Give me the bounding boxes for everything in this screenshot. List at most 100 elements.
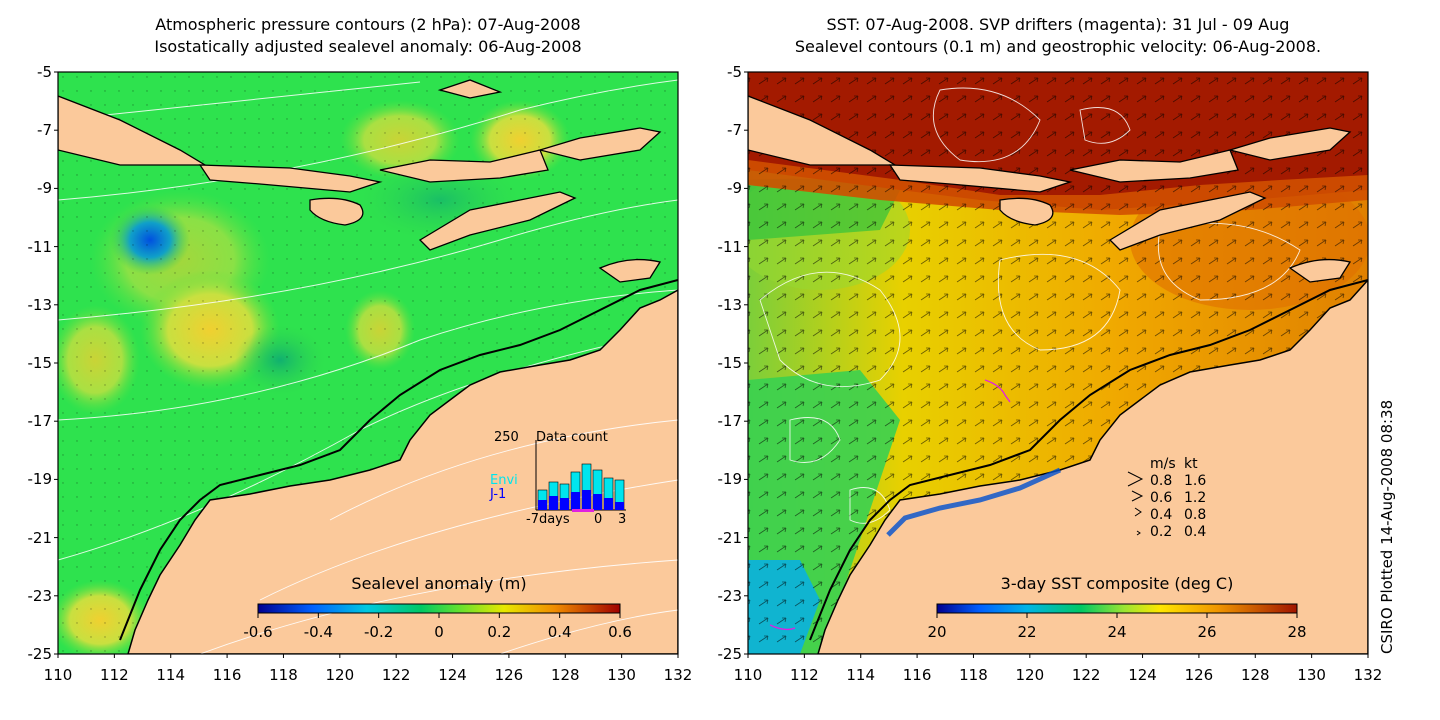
lon-tick-label: 126 <box>494 666 524 684</box>
inset-j1-bar <box>615 502 624 510</box>
lon-tick-label: 126 <box>1184 666 1214 684</box>
lon-tick-label: 110 <box>43 666 73 684</box>
colorbar-tick-label: 0.6 <box>608 623 632 641</box>
lon-tick-label: 132 <box>663 666 693 684</box>
lon-tick-label: 118 <box>269 666 298 684</box>
legend-ms-value: 0.4 <box>1150 507 1173 523</box>
lat-tick-label: -21 <box>27 528 53 547</box>
lon-tick-label: 120 <box>325 666 355 684</box>
legend-ms-value: 0.2 <box>1150 524 1173 540</box>
left-colorbar <box>257 603 621 614</box>
lon-tick-label: 118 <box>959 666 988 684</box>
inset-j1-bar <box>593 494 602 510</box>
velocity-legend-row: 0.8 1.6 <box>1150 473 1206 490</box>
lat-tick-label: -21 <box>717 528 743 547</box>
inset-j1-bar <box>582 490 591 510</box>
right-map-title: SST: 07-Aug-2008. SVP drifters (magenta)… <box>748 14 1368 58</box>
colorbar-tick-label: 0.2 <box>487 623 512 641</box>
lat-tick-label: -7 <box>727 121 742 140</box>
inset-x-label-left: -7days <box>526 512 570 527</box>
legend-header-ms: m/s <box>1150 456 1176 472</box>
right-title-line2: Sealevel contours (0.1 m) and geostrophi… <box>794 37 1322 56</box>
legend-kt-value: 0.8 <box>1184 507 1207 523</box>
inset-j1-bar <box>571 492 580 510</box>
lat-tick-label: -9 <box>727 179 742 198</box>
data-count-inset <box>535 440 626 512</box>
colorbar-tick-label: 0 <box>434 623 444 641</box>
lat-tick-label: -11 <box>27 237 53 256</box>
velocity-legend-row: 0.2 0.4 <box>1150 524 1206 541</box>
lat-tick-label: -23 <box>27 586 53 605</box>
right-colorbar <box>936 603 1298 614</box>
lat-tick-label: -15 <box>717 354 743 372</box>
velocity-legend-header: m/s kt <box>1150 456 1206 473</box>
inset-x-label-zero: 0 <box>594 512 603 527</box>
plot-credit-label: CSIRO Plotted 14-Aug-2008 08:38 <box>1378 399 1396 654</box>
legend-ms-value: 0.6 <box>1150 490 1173 506</box>
colorbar-tick-label: -0.4 <box>303 623 333 641</box>
legend-header-kt: kt <box>1184 456 1198 472</box>
colorbar-tick-label: -0.2 <box>364 623 394 641</box>
lon-tick-label: 120 <box>1015 666 1045 684</box>
lat-tick-label: -13 <box>717 295 743 314</box>
lat-tick-label: -25 <box>27 645 53 663</box>
lon-tick-label: 114 <box>156 666 186 684</box>
lon-tick-label: 112 <box>100 666 129 684</box>
lon-tick-label: 122 <box>1071 666 1101 684</box>
lon-tick-label: 112 <box>790 666 819 684</box>
inset-x-label-right: 3 <box>618 512 627 527</box>
inset-j1-bar <box>538 500 547 510</box>
inset-series-j1: J-1 <box>490 487 507 502</box>
right-colorbar-label: 3-day SST composite (deg C) <box>1000 574 1234 593</box>
lon-tick-label: 124 <box>1128 666 1157 684</box>
lon-tick-label: 132 <box>1353 666 1383 684</box>
inset-j1-bar <box>549 496 558 510</box>
lat-tick-label: -19 <box>717 470 743 489</box>
lon-tick-label: 110 <box>733 666 763 684</box>
lat-tick-label: -23 <box>717 586 743 605</box>
left-colorbar-label: Sealevel anomaly (m) <box>351 574 527 593</box>
lat-tick-label: -7 <box>37 121 52 140</box>
colorbar-tick-label: 28 <box>1287 623 1307 641</box>
inset-time-window-marker <box>572 509 594 512</box>
lon-tick-label: 124 <box>438 666 467 684</box>
lon-tick-label: 128 <box>550 666 580 684</box>
colorbar-tick-label: 0.4 <box>547 623 572 641</box>
lat-tick-label: -5 <box>727 63 742 81</box>
lon-tick-label: 128 <box>1240 666 1270 684</box>
inset-j1-bar <box>604 498 613 510</box>
lat-tick-label: -25 <box>717 645 743 663</box>
lat-tick-label: -19 <box>27 470 53 489</box>
inset-y-max-label: 250 <box>494 430 519 445</box>
colorbar-tick-label: 26 <box>1197 623 1217 641</box>
lon-tick-label: 130 <box>607 666 636 684</box>
colorbar-tick-label: 22 <box>1017 623 1037 641</box>
legend-kt-value: 0.4 <box>1184 524 1207 540</box>
lon-tick-label: 122 <box>381 666 411 684</box>
left-map-field <box>58 72 678 654</box>
inset-series-envi: Envi <box>490 473 518 488</box>
inset-j1-bar <box>560 498 569 510</box>
legend-kt-value: 1.6 <box>1184 473 1207 489</box>
lat-tick-label: -17 <box>27 412 53 431</box>
right-title-line1: SST: 07-Aug-2008. SVP drifters (magenta)… <box>826 15 1290 34</box>
lon-tick-label: 130 <box>1297 666 1326 684</box>
lat-tick-label: -5 <box>37 63 52 81</box>
colorbar-tick-label: -0.6 <box>243 623 273 641</box>
lon-tick-label: 114 <box>846 666 876 684</box>
lon-tick-label: 116 <box>212 666 242 684</box>
legend-kt-value: 1.2 <box>1184 490 1207 506</box>
velocity-legend-row: 0.6 1.2 <box>1150 490 1206 507</box>
left-title-line2: Isostatically adjusted sealevel anomaly:… <box>154 37 582 56</box>
lat-tick-label: -11 <box>717 237 743 256</box>
velocity-legend-arrows <box>1127 471 1144 536</box>
velocity-legend: m/s kt 0.8 1.6 0.6 1.2 0.4 0.8 0.2 0.4 <box>1150 456 1206 541</box>
lat-tick-label: -17 <box>717 412 743 431</box>
colorbar-tick-label: 20 <box>927 623 947 641</box>
lon-tick-label: 116 <box>902 666 932 684</box>
left-map-title: Atmospheric pressure contours (2 hPa): 0… <box>58 14 678 58</box>
legend-ms-value: 0.8 <box>1150 473 1173 489</box>
lat-tick-label: -15 <box>27 354 53 372</box>
lat-tick-label: -13 <box>27 295 53 314</box>
